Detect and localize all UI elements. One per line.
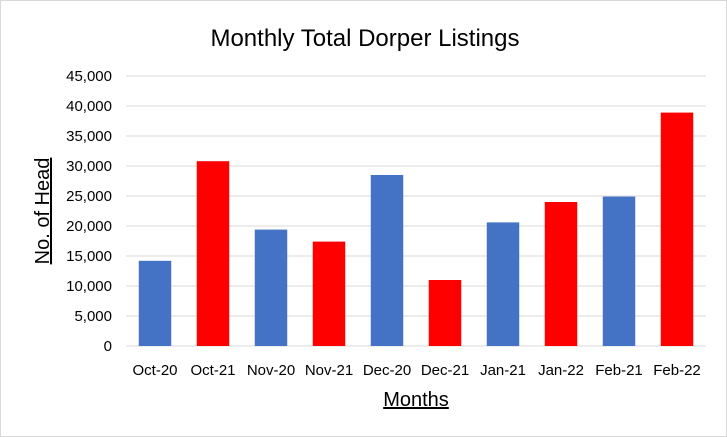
y-tick-label: 5,000 bbox=[74, 308, 112, 325]
y-tick-label: 10,000 bbox=[66, 278, 112, 295]
y-tick-label: 30,000 bbox=[66, 158, 112, 175]
x-tick-label: Nov-21 bbox=[305, 362, 353, 379]
x-axis-title: Months bbox=[383, 389, 449, 411]
x-tick-label: Nov-20 bbox=[247, 362, 295, 379]
y-tick-label: 45,000 bbox=[66, 68, 112, 85]
bar-dec-20 bbox=[370, 175, 404, 346]
chart-title: Monthly Total Dorper Listings bbox=[210, 25, 519, 52]
x-tick-label: Oct-21 bbox=[190, 362, 235, 379]
x-tick-label: Dec-20 bbox=[363, 362, 411, 379]
x-tick-label: Jan-22 bbox=[538, 362, 584, 379]
y-tick-label: 15,000 bbox=[66, 248, 112, 265]
y-axis-title: No. of Head bbox=[32, 158, 54, 265]
x-tick-label: Jan-21 bbox=[480, 362, 526, 379]
bar-nov-20 bbox=[254, 229, 288, 346]
bar-oct-21 bbox=[196, 161, 230, 346]
y-tick-label: 0 bbox=[104, 338, 112, 355]
x-axis-ticks: Oct-20 Oct-21 Nov-20 Nov-21 Dec-20 Dec-21 Jan-… bbox=[132, 362, 700, 379]
y-tick-label: 35,000 bbox=[66, 128, 112, 145]
x-tick-label: Oct-20 bbox=[132, 362, 177, 379]
bar-nov-21 bbox=[312, 241, 346, 346]
y-axis-ticks: 0 5,000 10,000 15,000 20,000 25,000 30,000 35,0… bbox=[66, 68, 112, 355]
bar-jan-22 bbox=[544, 202, 578, 346]
y-tick-label: 40,000 bbox=[66, 98, 112, 115]
bar-jan-21 bbox=[486, 222, 520, 346]
bar-feb-22 bbox=[660, 112, 694, 346]
y-tick-label: 25,000 bbox=[66, 188, 112, 205]
x-tick-label: Dec-21 bbox=[421, 362, 469, 379]
y-tick-label: 20,000 bbox=[66, 218, 112, 235]
x-tick-label: Feb-22 bbox=[653, 362, 701, 379]
bar-oct-20 bbox=[138, 260, 172, 346]
bar-feb-21 bbox=[602, 196, 636, 346]
bar-dec-21 bbox=[428, 280, 462, 346]
bar-series bbox=[138, 112, 694, 346]
x-tick-label: Feb-21 bbox=[595, 362, 643, 379]
